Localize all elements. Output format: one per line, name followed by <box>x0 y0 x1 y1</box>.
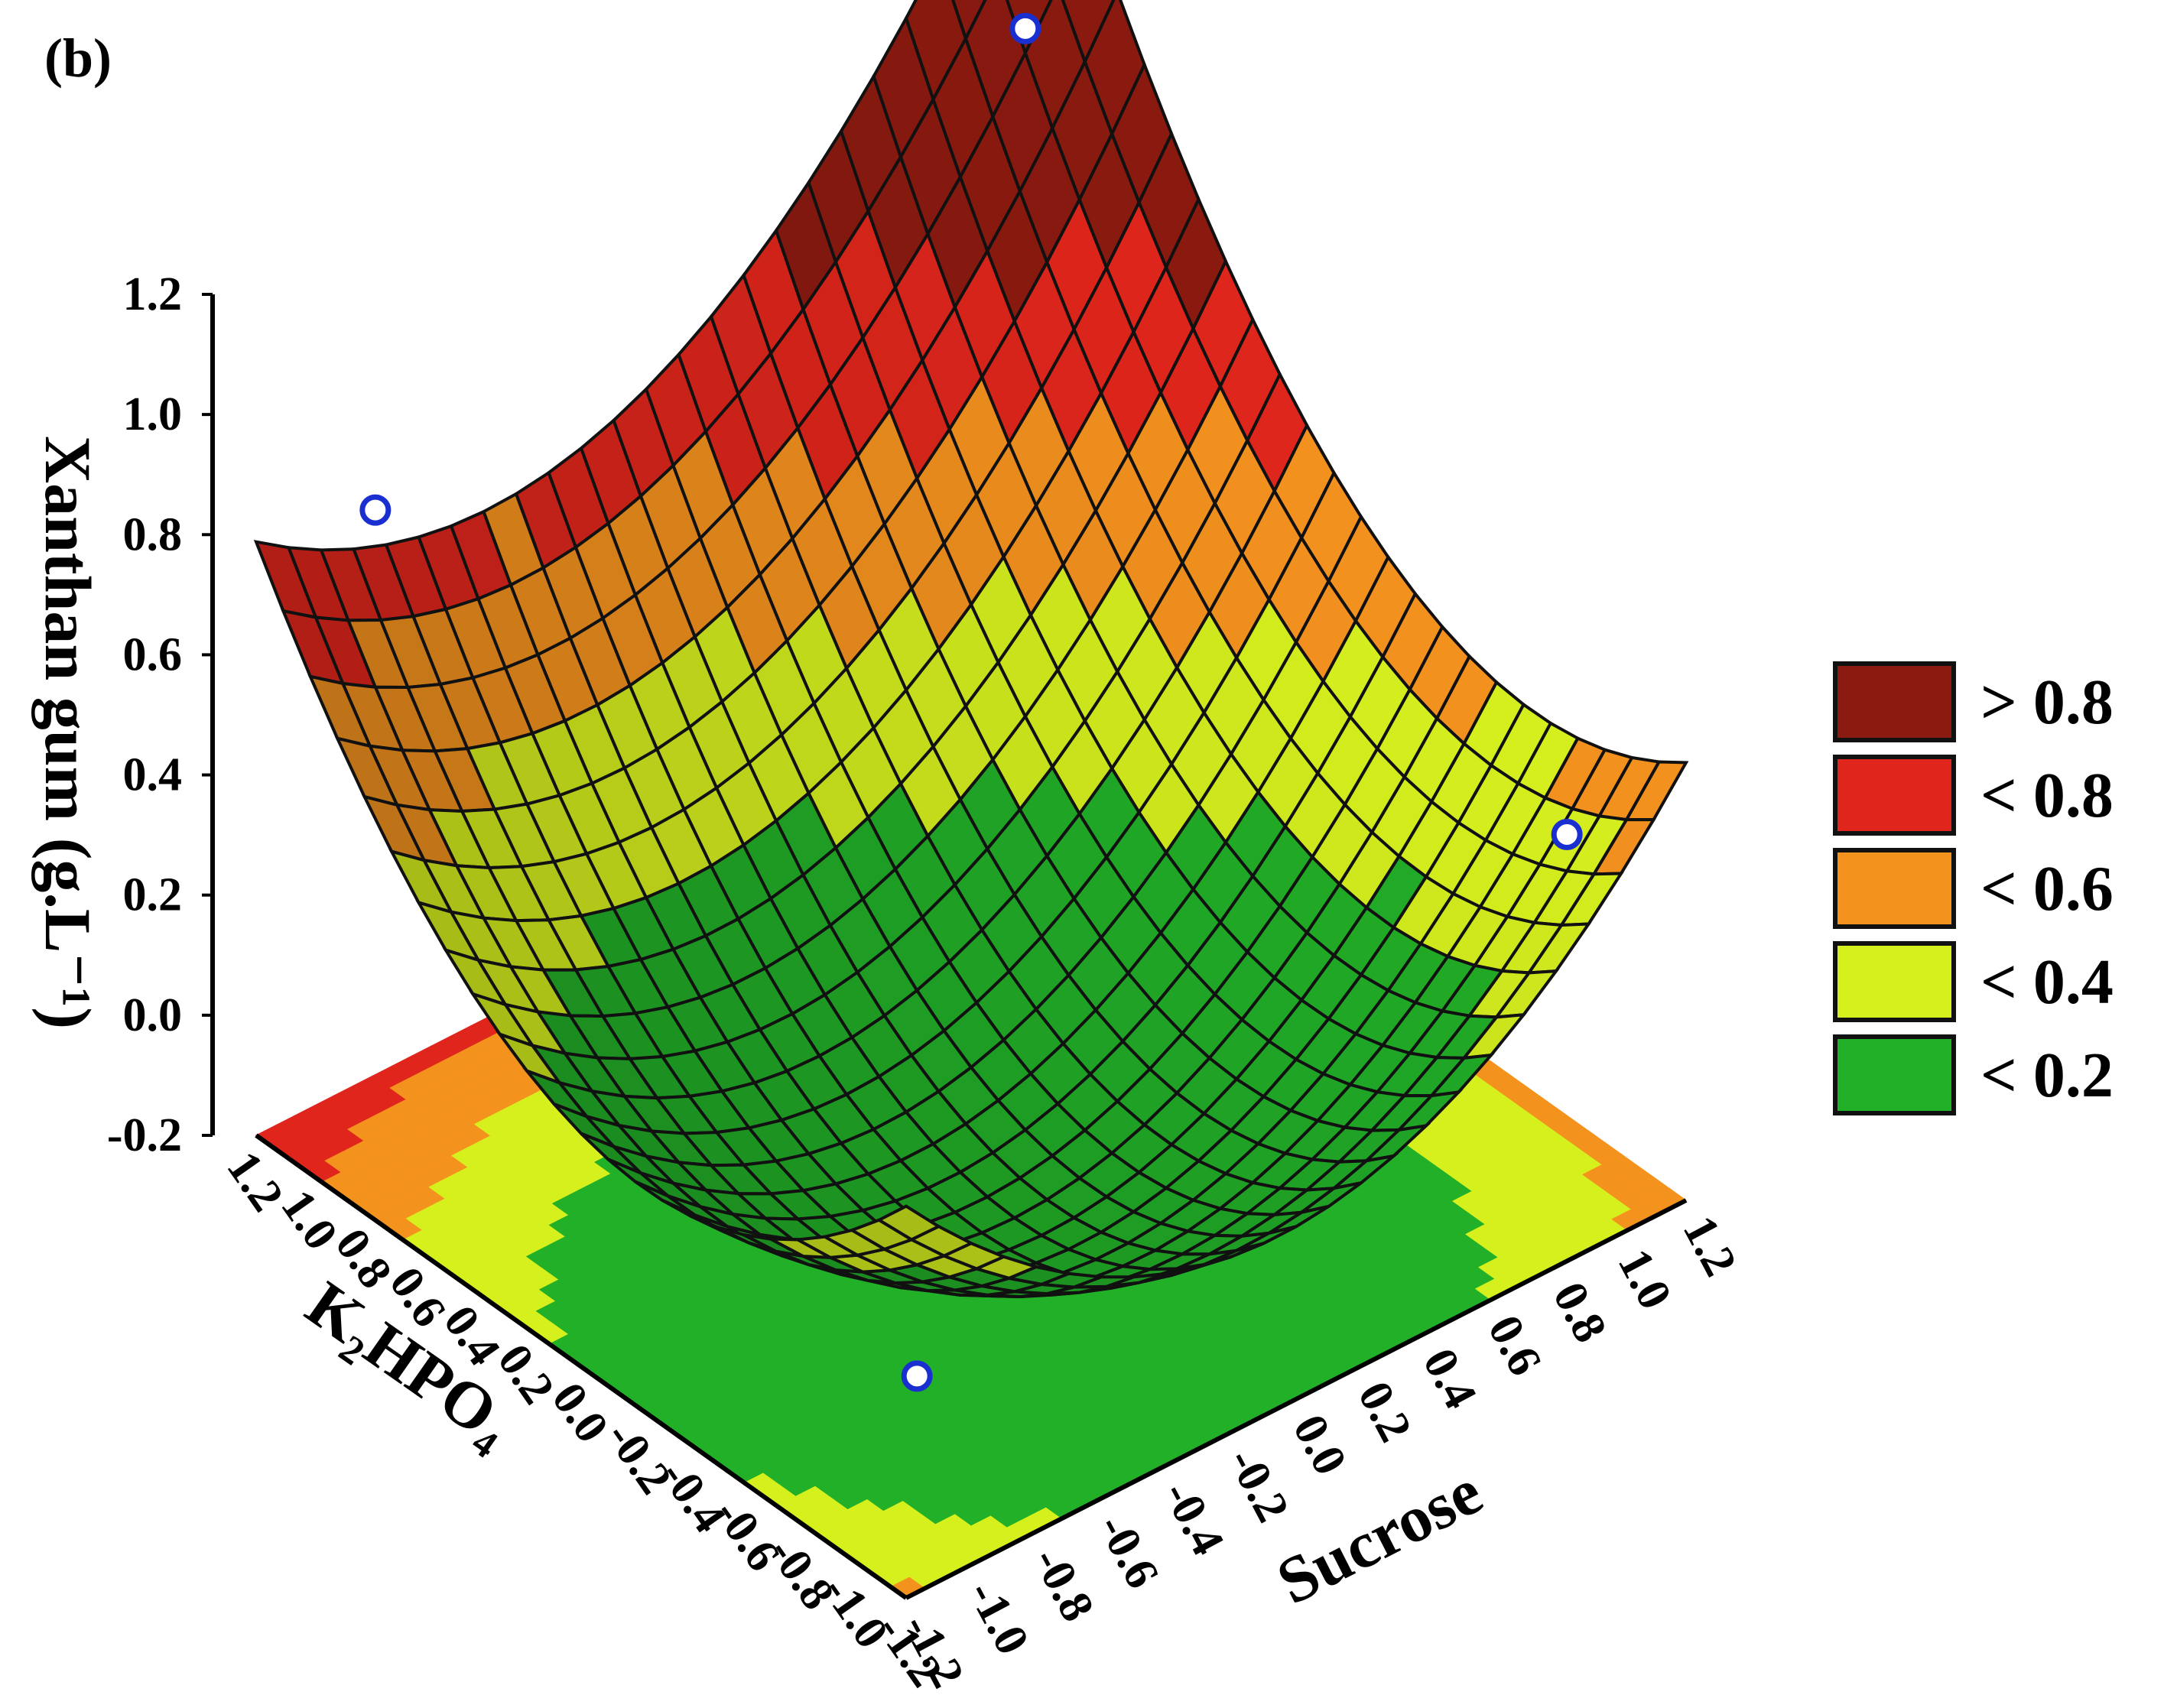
legend-label: < 0.4 <box>1980 947 2114 1018</box>
y-tick-label: -1.0 <box>958 1572 1039 1663</box>
y-tick-label: 1.2 <box>1673 1208 1746 1284</box>
design-point <box>1009 12 1041 44</box>
design-point <box>359 494 392 526</box>
design-points <box>359 12 1583 1392</box>
y-tick-label: 0.0 <box>1283 1407 1357 1483</box>
y-tick-label: -0.6 <box>1088 1506 1169 1597</box>
y-tick-label: 1.0 <box>1608 1241 1681 1317</box>
y-tick-label: 0.4 <box>1413 1340 1487 1417</box>
surface-cell <box>876 1204 942 1242</box>
y-axis-line <box>905 1198 1688 1600</box>
z-tick-label: 0.2 <box>123 869 183 921</box>
panel-label: (b) <box>44 28 112 89</box>
y-tick-label: -0.8 <box>1023 1539 1104 1630</box>
design-point <box>901 1360 933 1392</box>
design-point <box>1551 818 1583 850</box>
z-tick-label: 0.0 <box>123 989 183 1041</box>
legend-label: < 0.8 <box>1980 760 2114 831</box>
z-axis-title: Xanthan gum (g.L⁻¹) <box>31 436 105 1029</box>
z-axis-ticks: -0.2 0.0 0.2 0.4 0.6 0.8 1.0 1.2 <box>107 268 213 1161</box>
legend-label: < 0.6 <box>1980 853 2114 924</box>
x-axis-line <box>255 1133 908 1600</box>
legend-label: < 0.2 <box>1980 1040 2114 1111</box>
legend-swatch <box>1833 755 1956 836</box>
legend: > 0.8 < 0.8 < 0.6 < 0.4 < 0.2 <box>1833 661 2114 1115</box>
legend-label: > 0.8 <box>1980 667 2114 738</box>
y-tick-label: 0.8 <box>1543 1274 1617 1350</box>
y-tick-label: 0.2 <box>1348 1373 1422 1450</box>
z-tick-label: 1.2 <box>123 268 183 320</box>
legend-swatch <box>1833 848 1956 929</box>
z-tick-label: 0.4 <box>123 749 183 801</box>
y-axis-title: Sucrose <box>1266 1454 1493 1619</box>
y-tick-label: -0.2 <box>1218 1440 1299 1531</box>
z-tick-label: -0.2 <box>107 1109 182 1161</box>
z-tick-label: 0.8 <box>123 508 183 560</box>
surface-cell <box>951 0 987 43</box>
z-tick-label: 1.0 <box>123 388 183 440</box>
legend-swatch <box>1833 1034 1956 1115</box>
response-surface-mesh <box>253 0 1689 1298</box>
y-tick-label: -0.4 <box>1153 1473 1234 1564</box>
legend-swatch <box>1833 941 1956 1022</box>
z-tick-label: 0.6 <box>123 628 183 680</box>
legend-swatch <box>1833 661 1956 742</box>
y-tick-label: 0.6 <box>1478 1307 1552 1384</box>
